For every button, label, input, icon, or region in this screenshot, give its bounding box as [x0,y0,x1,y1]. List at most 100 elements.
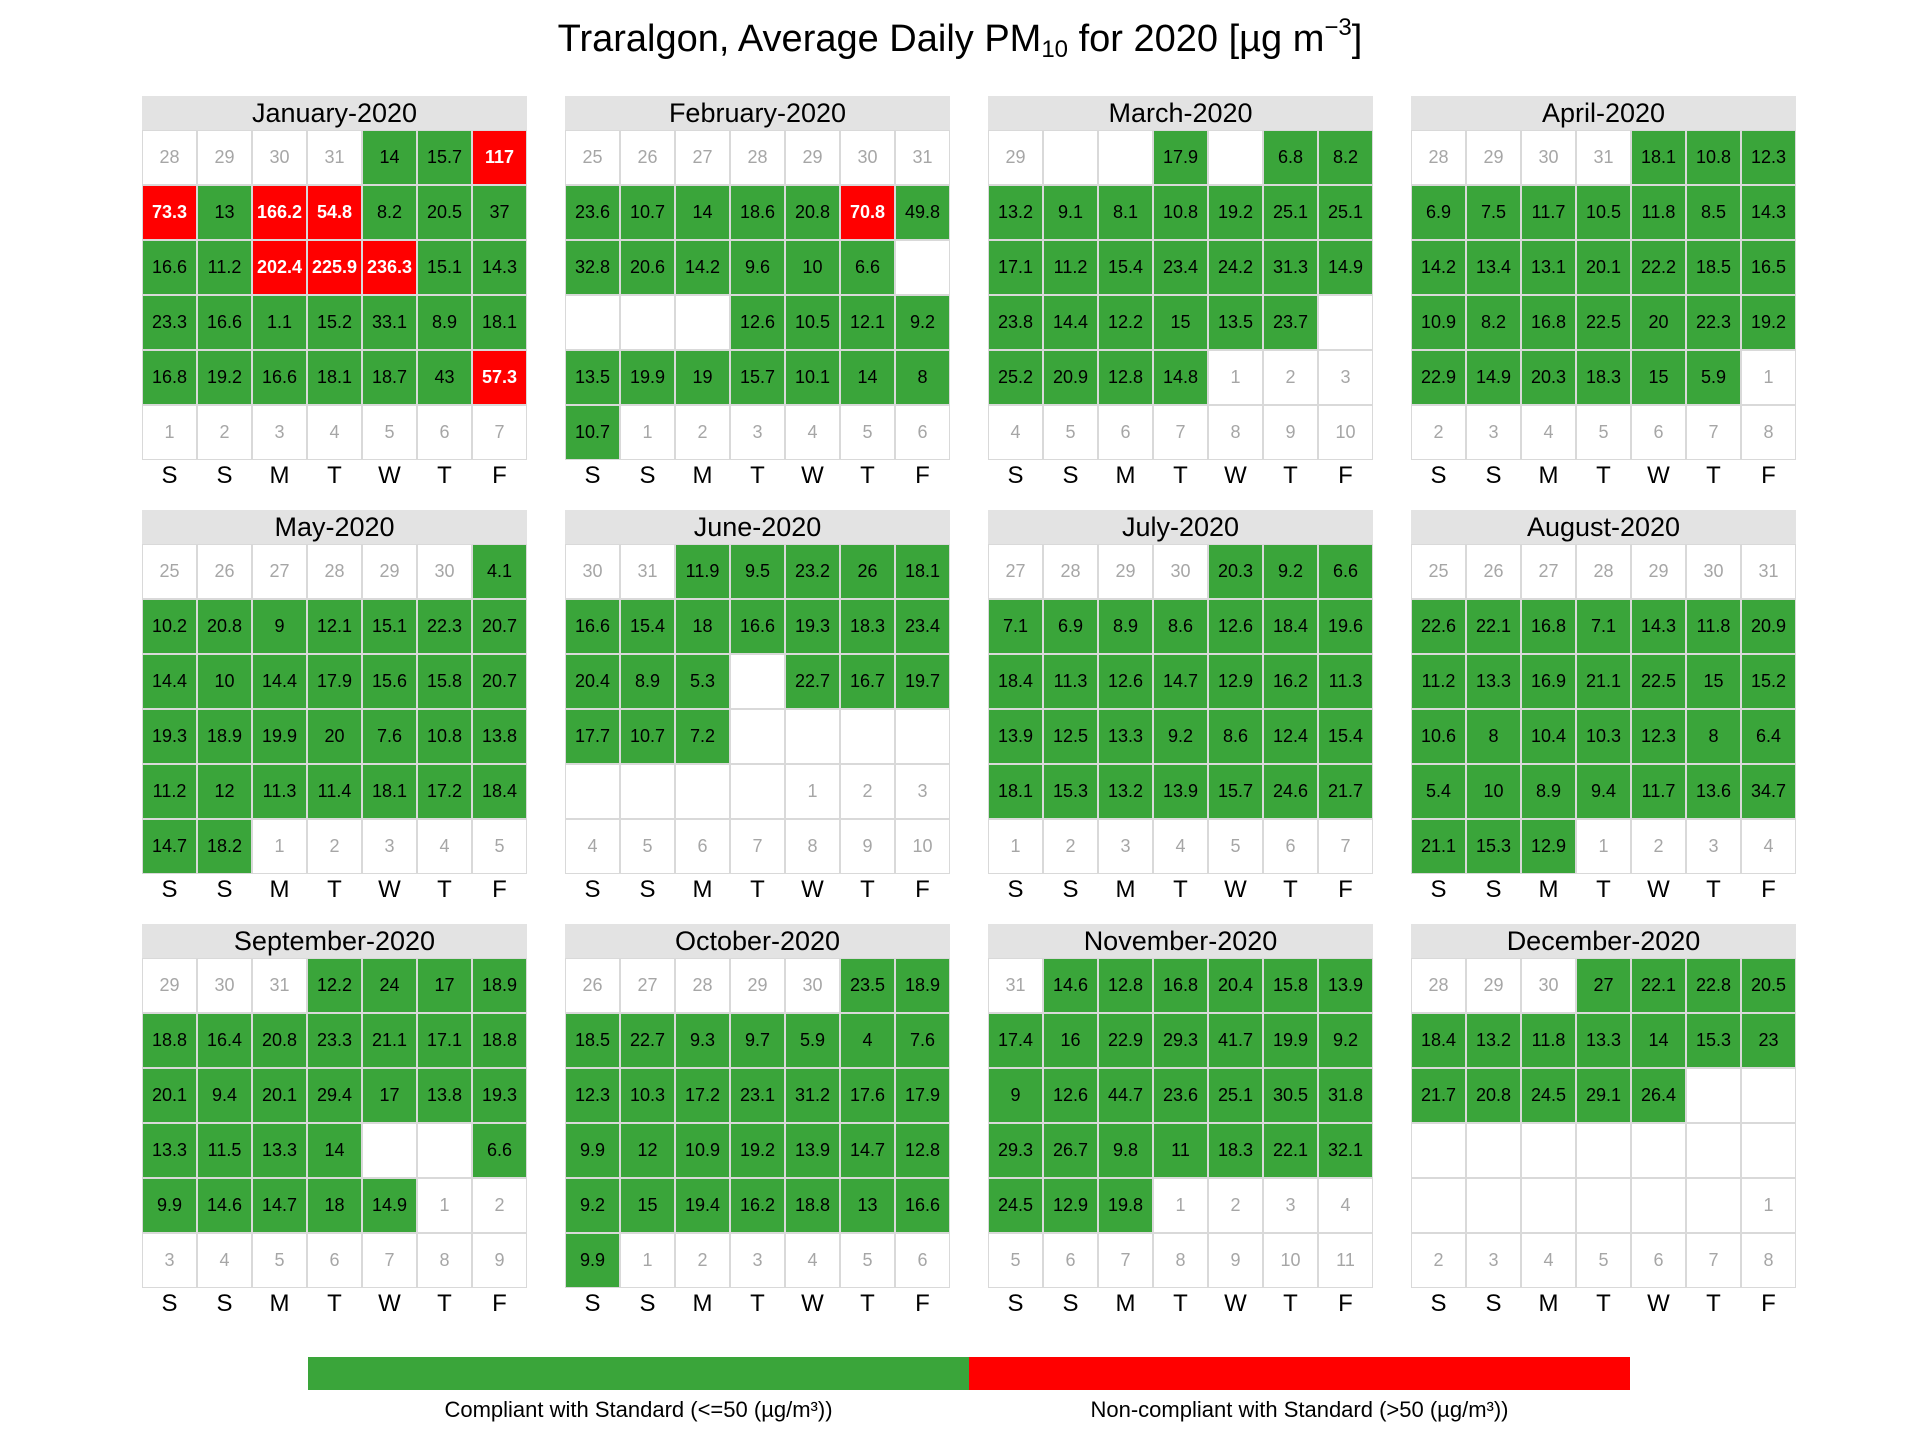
other-month-day: 30 [1521,958,1576,1013]
pm10-cell-compliant: 20.4 [565,654,620,709]
other-month-day: 27 [988,544,1043,599]
empty-cell [565,764,620,819]
pm10-cell-compliant: 8 [1466,709,1521,764]
pm10-cell-compliant: 12.6 [1208,599,1263,654]
other-month-day: 5 [362,405,417,460]
pm10-cell-compliant: 8.2 [362,185,417,240]
pm10-cell-compliant: 13 [840,1178,895,1233]
pm10-cell-compliant: 14.9 [1466,350,1521,405]
pm10-cell-compliant: 11.7 [1521,185,1576,240]
other-month-day: 6 [1043,1233,1098,1288]
month-panel: October-2020 26 27 28 29 30 23.5 18.9 18.5 22.7 9.… [565,924,950,1317]
weekday-label: M [692,462,713,489]
weekday-label: S [1485,876,1502,903]
other-month-day: 9 [472,1233,527,1288]
pm10-cell-compliant: 8.2 [1318,130,1373,185]
month-panel: June-2020 30 31 11.9 9.5 23.2 26 18.1 16.6 15.4 18… [565,510,950,903]
pm10-cell-compliant: 10.7 [620,185,675,240]
empty-cell [1043,130,1098,185]
pm10-cell-compliant: 14 [307,1123,362,1178]
other-month-day: 2 [1411,1233,1466,1288]
weekday-label: F [1761,876,1776,903]
other-month-day: 29 [1098,544,1153,599]
other-month-day: 3 [142,1233,197,1288]
pm10-cell-compliant: 17.1 [417,1013,472,1068]
other-month-day: 31 [1576,130,1631,185]
pm10-cell-compliant: 30.5 [1263,1068,1318,1123]
pm10-cell-compliant: 23.3 [142,295,197,350]
pm10-cell-compliant: 20.7 [472,599,527,654]
pm10-cell-compliant: 15.3 [1686,1013,1741,1068]
pm10-cell-compliant: 16.6 [895,1178,950,1233]
pm10-cell-compliant: 9.3 [675,1013,730,1068]
other-month-day: 3 [1318,350,1373,405]
pm10-cell-compliant: 13.9 [988,709,1043,764]
pm10-cell-compliant: 12.6 [730,295,785,350]
pm10-cell-compliant: 19.2 [730,1123,785,1178]
pm10-cell-compliant: 11 [1153,1123,1208,1178]
weekday-label: W [1647,462,1670,489]
pm10-cell-compliant: 25.1 [1318,185,1373,240]
pm10-cell-compliant: 9.4 [1576,764,1631,819]
pm10-cell-compliant: 6.9 [1043,599,1098,654]
pm10-cell-compliant: 12.9 [1043,1178,1098,1233]
other-month-day: 9 [840,819,895,874]
other-month-day: 2 [675,1233,730,1288]
weekday-label: W [1224,1290,1247,1317]
empty-cell [1686,1068,1741,1123]
pm10-cell-compliant: 5.3 [675,654,730,709]
pm10-cell-compliant: 21.1 [1576,654,1631,709]
pm10-cell-compliant: 25.1 [1263,185,1318,240]
pm10-cell-compliant: 9.5 [730,544,785,599]
weekday-label: W [801,1290,824,1317]
weekday-label: S [1007,462,1024,489]
other-month-day: 3 [362,819,417,874]
empty-cell [730,654,785,709]
pm10-cell-compliant: 11.7 [1631,764,1686,819]
pm10-cell-compliant: 43 [417,350,472,405]
month-title: April-2020 [1411,96,1796,130]
weekday-label: W [378,462,401,489]
pm10-cell-compliant: 44.7 [1098,1068,1153,1123]
pm10-cell-compliant: 16.8 [1153,958,1208,1013]
pm10-cell-compliant: 20.3 [1521,350,1576,405]
pm10-cell-compliant: 16.4 [197,1013,252,1068]
pm10-cell-compliant: 10.8 [1153,185,1208,240]
pm10-cell-compliant: 15.7 [417,130,472,185]
pm10-cell-compliant: 29.1 [1576,1068,1631,1123]
pm10-cell-compliant: 15.4 [1098,240,1153,295]
pm10-cell-compliant: 15.6 [362,654,417,709]
pm10-cell-compliant: 19.3 [785,599,840,654]
empty-cell [895,709,950,764]
other-month-day: 4 [565,819,620,874]
legend-noncompliant-swatch [969,1357,1630,1390]
other-month-day: 7 [362,1233,417,1288]
other-month-day: 3 [1466,405,1521,460]
pm10-cell-compliant: 20 [307,709,362,764]
pm10-cell-compliant: 22.1 [1631,958,1686,1013]
other-month-day: 28 [1411,958,1466,1013]
pm10-cell-compliant: 22.2 [1631,240,1686,295]
pm10-cell-compliant: 15.2 [1741,654,1796,709]
pm10-cell-compliant: 22.7 [620,1013,675,1068]
pm10-cell-compliant: 11.3 [1318,654,1373,709]
pm10-cell-compliant: 20.1 [142,1068,197,1123]
pm10-cell-compliant: 11.2 [1411,654,1466,709]
pm10-cell-compliant: 15 [1686,654,1741,709]
pm10-cell-compliant: 13.3 [1098,709,1153,764]
pm10-cell-compliant: 16.2 [730,1178,785,1233]
pm10-cell-compliant: 10.9 [1411,295,1466,350]
other-month-day: 31 [895,130,950,185]
pm10-cell-compliant: 18.1 [472,295,527,350]
pm10-cell-compliant: 17 [417,958,472,1013]
weekday-label: W [801,876,824,903]
pm10-cell-compliant: 32.8 [565,240,620,295]
pm10-cell-compliant: 23.6 [565,185,620,240]
other-month-day: 26 [197,544,252,599]
month-panel: December-2020 28 29 30 27 22.1 22.8 20.5 18.4 13.… [1411,924,1796,1317]
pm10-cell-compliant: 15.8 [1263,958,1318,1013]
pm10-cell-compliant: 18.4 [472,764,527,819]
pm10-cell-compliant: 15.3 [1043,764,1098,819]
other-month-day: 2 [1263,350,1318,405]
other-month-day: 10 [1263,1233,1318,1288]
